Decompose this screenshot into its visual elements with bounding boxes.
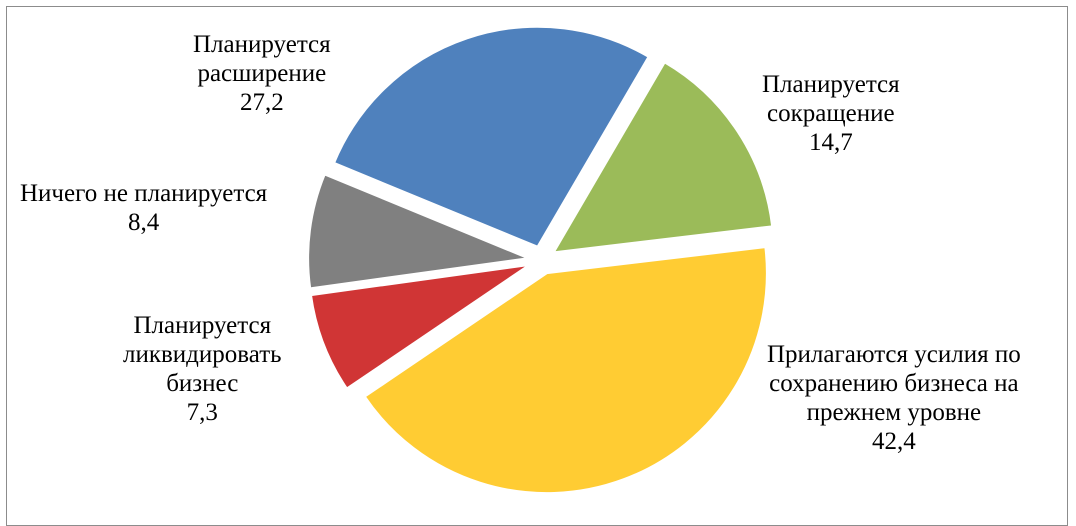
label-nichego: Ничего не планируется 8,4 <box>20 179 267 237</box>
slice-likvidatsiya <box>309 264 530 390</box>
slice-nichego <box>307 173 532 290</box>
label-rasshirenie: Планируется расширение 27,2 <box>193 30 331 117</box>
label-likvidatsiya-line2: ликвидировать <box>123 341 282 368</box>
label-nichego-value: 8,4 <box>127 209 160 236</box>
label-nichego-line1: Ничего не планируется <box>20 180 268 207</box>
label-sokhranenie: Прилагаются усилия по сохранению бизнеса… <box>767 340 1021 456</box>
label-sokhranenie-line1: Прилагаются усилия по <box>767 341 1021 368</box>
label-likvidatsiya-line1: Планируется <box>133 312 272 339</box>
label-rasshirenie-line1: Планируется <box>193 31 331 58</box>
label-sokrashchenie-line2: сокращение <box>767 100 895 127</box>
label-likvidatsiya-value: 7,3 <box>186 399 218 426</box>
label-sokrashchenie-line1: Планируется <box>762 71 900 98</box>
label-rasshirenie-value: 27,2 <box>239 89 284 116</box>
label-sokhranenie-line3: прежнем уровне <box>806 399 982 426</box>
slice-rasshirenie <box>332 25 650 248</box>
slice-sokrashchenie <box>551 61 774 254</box>
label-rasshirenie-line2: расширение <box>197 60 327 87</box>
label-likvidatsiya: Планируется ликвидировать бизнес 7,3 <box>123 311 282 427</box>
label-sokhranenie-line2: сохранению бизнеса на <box>769 370 1019 397</box>
label-sokrashchenie: Планируется сокращение 14,7 <box>762 70 900 157</box>
label-likvidatsiya-line3: бизнес <box>166 370 239 397</box>
slice-sokhranenie <box>363 246 768 495</box>
label-sokhranenie-value: 42,4 <box>872 428 916 455</box>
label-sokrashchenie-value: 14,7 <box>808 129 853 156</box>
